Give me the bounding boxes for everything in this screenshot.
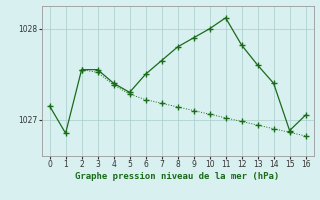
X-axis label: Graphe pression niveau de la mer (hPa): Graphe pression niveau de la mer (hPa)	[76, 172, 280, 181]
